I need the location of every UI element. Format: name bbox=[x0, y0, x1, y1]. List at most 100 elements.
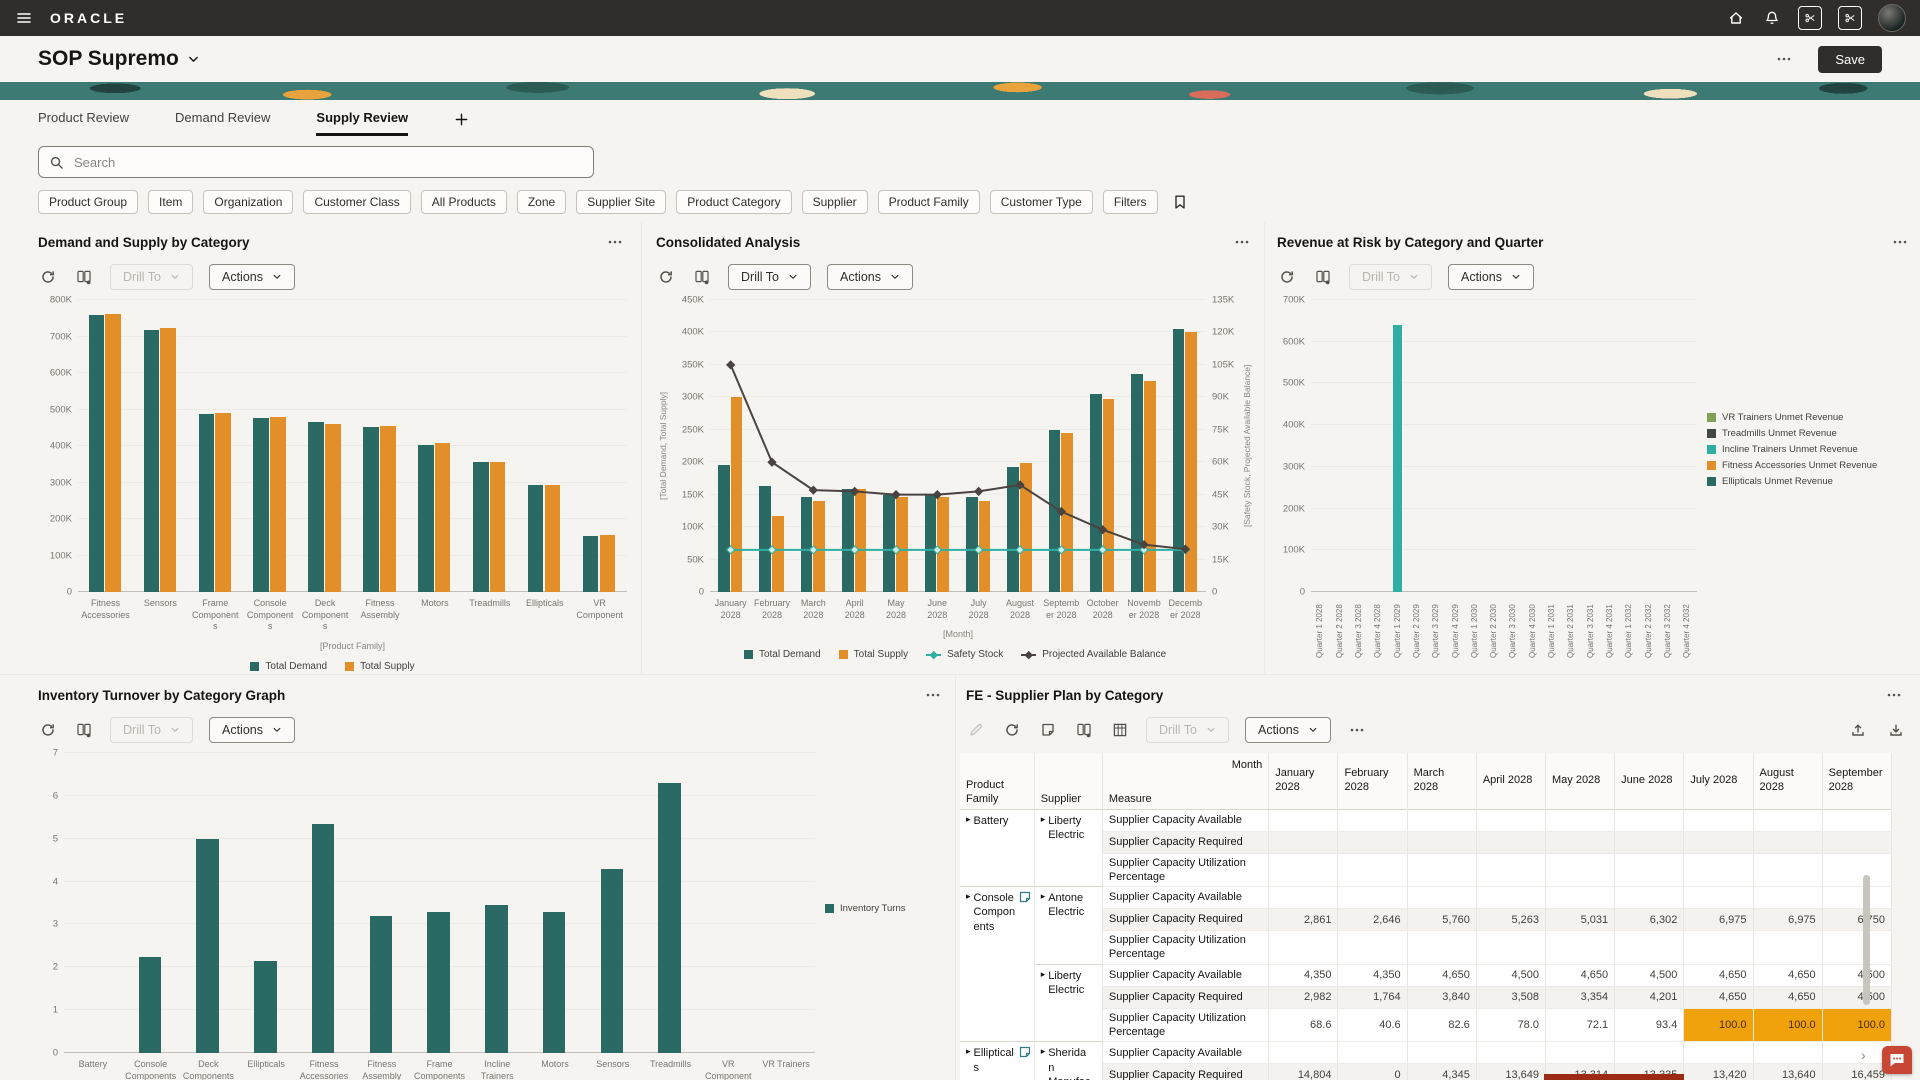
chat-button[interactable] bbox=[1882, 1046, 1912, 1074]
bar[interactable] bbox=[489, 461, 506, 592]
bar[interactable] bbox=[759, 485, 772, 592]
bar[interactable] bbox=[215, 413, 231, 592]
filter-chip-supplier-site[interactable]: Supplier Site bbox=[576, 190, 667, 214]
filter-chip-all-products[interactable]: All Products bbox=[420, 190, 507, 214]
expand-icon[interactable]: ▸ bbox=[966, 813, 971, 824]
bar[interactable] bbox=[1131, 373, 1144, 592]
drill-to-select[interactable]: Drill To bbox=[1146, 717, 1229, 743]
bar[interactable] bbox=[924, 494, 937, 592]
page-layout-button[interactable] bbox=[692, 267, 712, 287]
refresh-button[interactable] bbox=[656, 267, 676, 287]
bar[interactable] bbox=[542, 911, 566, 1053]
actions-select[interactable]: Actions bbox=[208, 717, 295, 743]
filter-chip-supplier[interactable]: Supplier bbox=[801, 190, 868, 214]
bar[interactable] bbox=[582, 536, 599, 592]
note-icon[interactable] bbox=[1019, 891, 1031, 903]
bar[interactable] bbox=[658, 783, 681, 1053]
bar[interactable] bbox=[325, 423, 341, 592]
extension-icon-2[interactable] bbox=[1838, 6, 1862, 30]
extension-icon-1[interactable] bbox=[1798, 6, 1822, 30]
filter-chip-zone[interactable]: Zone bbox=[516, 190, 567, 214]
bar[interactable] bbox=[434, 442, 451, 592]
bar[interactable] bbox=[138, 956, 162, 1053]
refresh-button[interactable] bbox=[38, 720, 58, 740]
home-icon[interactable] bbox=[1726, 8, 1746, 28]
drill-to-select[interactable]: Drill To bbox=[1349, 264, 1432, 290]
expand-icon[interactable]: ▸ bbox=[966, 891, 971, 902]
add-tab-button[interactable] bbox=[454, 112, 469, 135]
page-layout-button[interactable] bbox=[74, 267, 94, 287]
filter-chip-product-category[interactable]: Product Category bbox=[676, 190, 792, 214]
filter-chip-item[interactable]: Item bbox=[148, 190, 194, 214]
drill-to-select[interactable]: Drill To bbox=[728, 264, 811, 290]
page-layout-button[interactable] bbox=[1074, 720, 1094, 740]
legend-item-ellipticals-unmet-revenue[interactable]: Ellipticals Unmet Revenue bbox=[1707, 476, 1912, 487]
more-options-button[interactable] bbox=[921, 687, 945, 703]
page-layout-button[interactable] bbox=[74, 720, 94, 740]
avatar[interactable] bbox=[1878, 4, 1906, 32]
filter-chip-customer-class[interactable]: Customer Class bbox=[303, 190, 411, 214]
bar[interactable] bbox=[427, 911, 450, 1053]
toolbar-more-options-button[interactable] bbox=[1347, 720, 1367, 740]
expand-icon[interactable]: ▸ bbox=[1040, 813, 1046, 824]
legend-item-treadmills-unmet-revenue[interactable]: Treadmills Unmet Revenue bbox=[1707, 428, 1912, 439]
more-options-button[interactable] bbox=[1230, 234, 1254, 250]
bar[interactable] bbox=[143, 329, 160, 592]
bar[interactable] bbox=[1144, 381, 1156, 592]
search-input[interactable] bbox=[72, 153, 583, 171]
legend-item-total-demand[interactable]: Total Demand bbox=[250, 661, 327, 672]
expand-icon[interactable]: ▸ bbox=[966, 1046, 971, 1057]
bar[interactable] bbox=[198, 413, 215, 592]
bar[interactable] bbox=[253, 417, 269, 592]
bar[interactable] bbox=[363, 426, 379, 592]
bar[interactable] bbox=[842, 489, 854, 592]
bar[interactable] bbox=[88, 314, 105, 592]
grid-view-button[interactable] bbox=[1110, 720, 1130, 740]
actions-select[interactable]: Actions bbox=[826, 264, 913, 290]
upload-button[interactable] bbox=[1848, 720, 1868, 740]
bar[interactable] bbox=[1020, 462, 1032, 592]
legend-item-fitness-accessories-unmet-revenue[interactable]: Fitness Accessories Unmet Revenue bbox=[1707, 460, 1912, 471]
bar[interactable] bbox=[270, 417, 286, 592]
scroll-right-icon[interactable]: › bbox=[1861, 1047, 1866, 1063]
bar[interactable] bbox=[473, 461, 489, 592]
more-options-button[interactable] bbox=[603, 234, 627, 250]
bookmark-icon[interactable] bbox=[1172, 194, 1188, 210]
bar[interactable] bbox=[730, 397, 743, 592]
filter-chip-product-family[interactable]: Product Family bbox=[877, 190, 980, 214]
actions-select[interactable]: Actions bbox=[1244, 717, 1331, 743]
bar[interactable] bbox=[485, 905, 508, 1053]
bar[interactable] bbox=[854, 488, 867, 592]
tab-supply-review[interactable]: Supply Review bbox=[316, 110, 409, 136]
header-more-actions-button[interactable] bbox=[1772, 51, 1796, 67]
drill-to-select[interactable]: Drill To bbox=[110, 717, 193, 743]
page-layout-button[interactable] bbox=[1313, 267, 1333, 287]
bar[interactable] bbox=[527, 485, 544, 592]
bar[interactable] bbox=[978, 500, 991, 592]
bar[interactable] bbox=[883, 494, 896, 592]
bar[interactable] bbox=[105, 313, 121, 592]
bar[interactable] bbox=[813, 501, 826, 592]
legend-item-total-supply[interactable]: Total Supply bbox=[345, 661, 415, 672]
download-button[interactable] bbox=[1886, 720, 1906, 740]
bar[interactable] bbox=[599, 535, 616, 592]
bar[interactable] bbox=[160, 328, 176, 592]
filter-chip-organization[interactable]: Organization bbox=[203, 190, 294, 214]
note-icon[interactable] bbox=[1019, 1046, 1031, 1058]
note-button[interactable] bbox=[1038, 720, 1058, 740]
more-options-button[interactable] bbox=[1888, 234, 1912, 250]
legend-item-vr-trainers-unmet-revenue[interactable]: VR Trainers Unmet Revenue bbox=[1707, 412, 1912, 423]
expand-icon[interactable]: ▸ bbox=[1040, 1046, 1046, 1057]
notifications-icon[interactable] bbox=[1762, 8, 1782, 28]
bar[interactable] bbox=[1090, 394, 1102, 592]
actions-select[interactable]: Actions bbox=[208, 264, 295, 290]
refresh-button[interactable] bbox=[38, 267, 58, 287]
refresh-button[interactable] bbox=[1277, 267, 1297, 287]
bar[interactable] bbox=[379, 425, 396, 592]
bar[interactable] bbox=[600, 868, 624, 1053]
actions-select[interactable]: Actions bbox=[1447, 264, 1534, 290]
save-button[interactable]: Save bbox=[1818, 45, 1882, 73]
more-options-button[interactable] bbox=[1882, 687, 1906, 703]
filter-chip-product-group[interactable]: Product Group bbox=[38, 190, 139, 214]
bar[interactable] bbox=[308, 421, 324, 592]
